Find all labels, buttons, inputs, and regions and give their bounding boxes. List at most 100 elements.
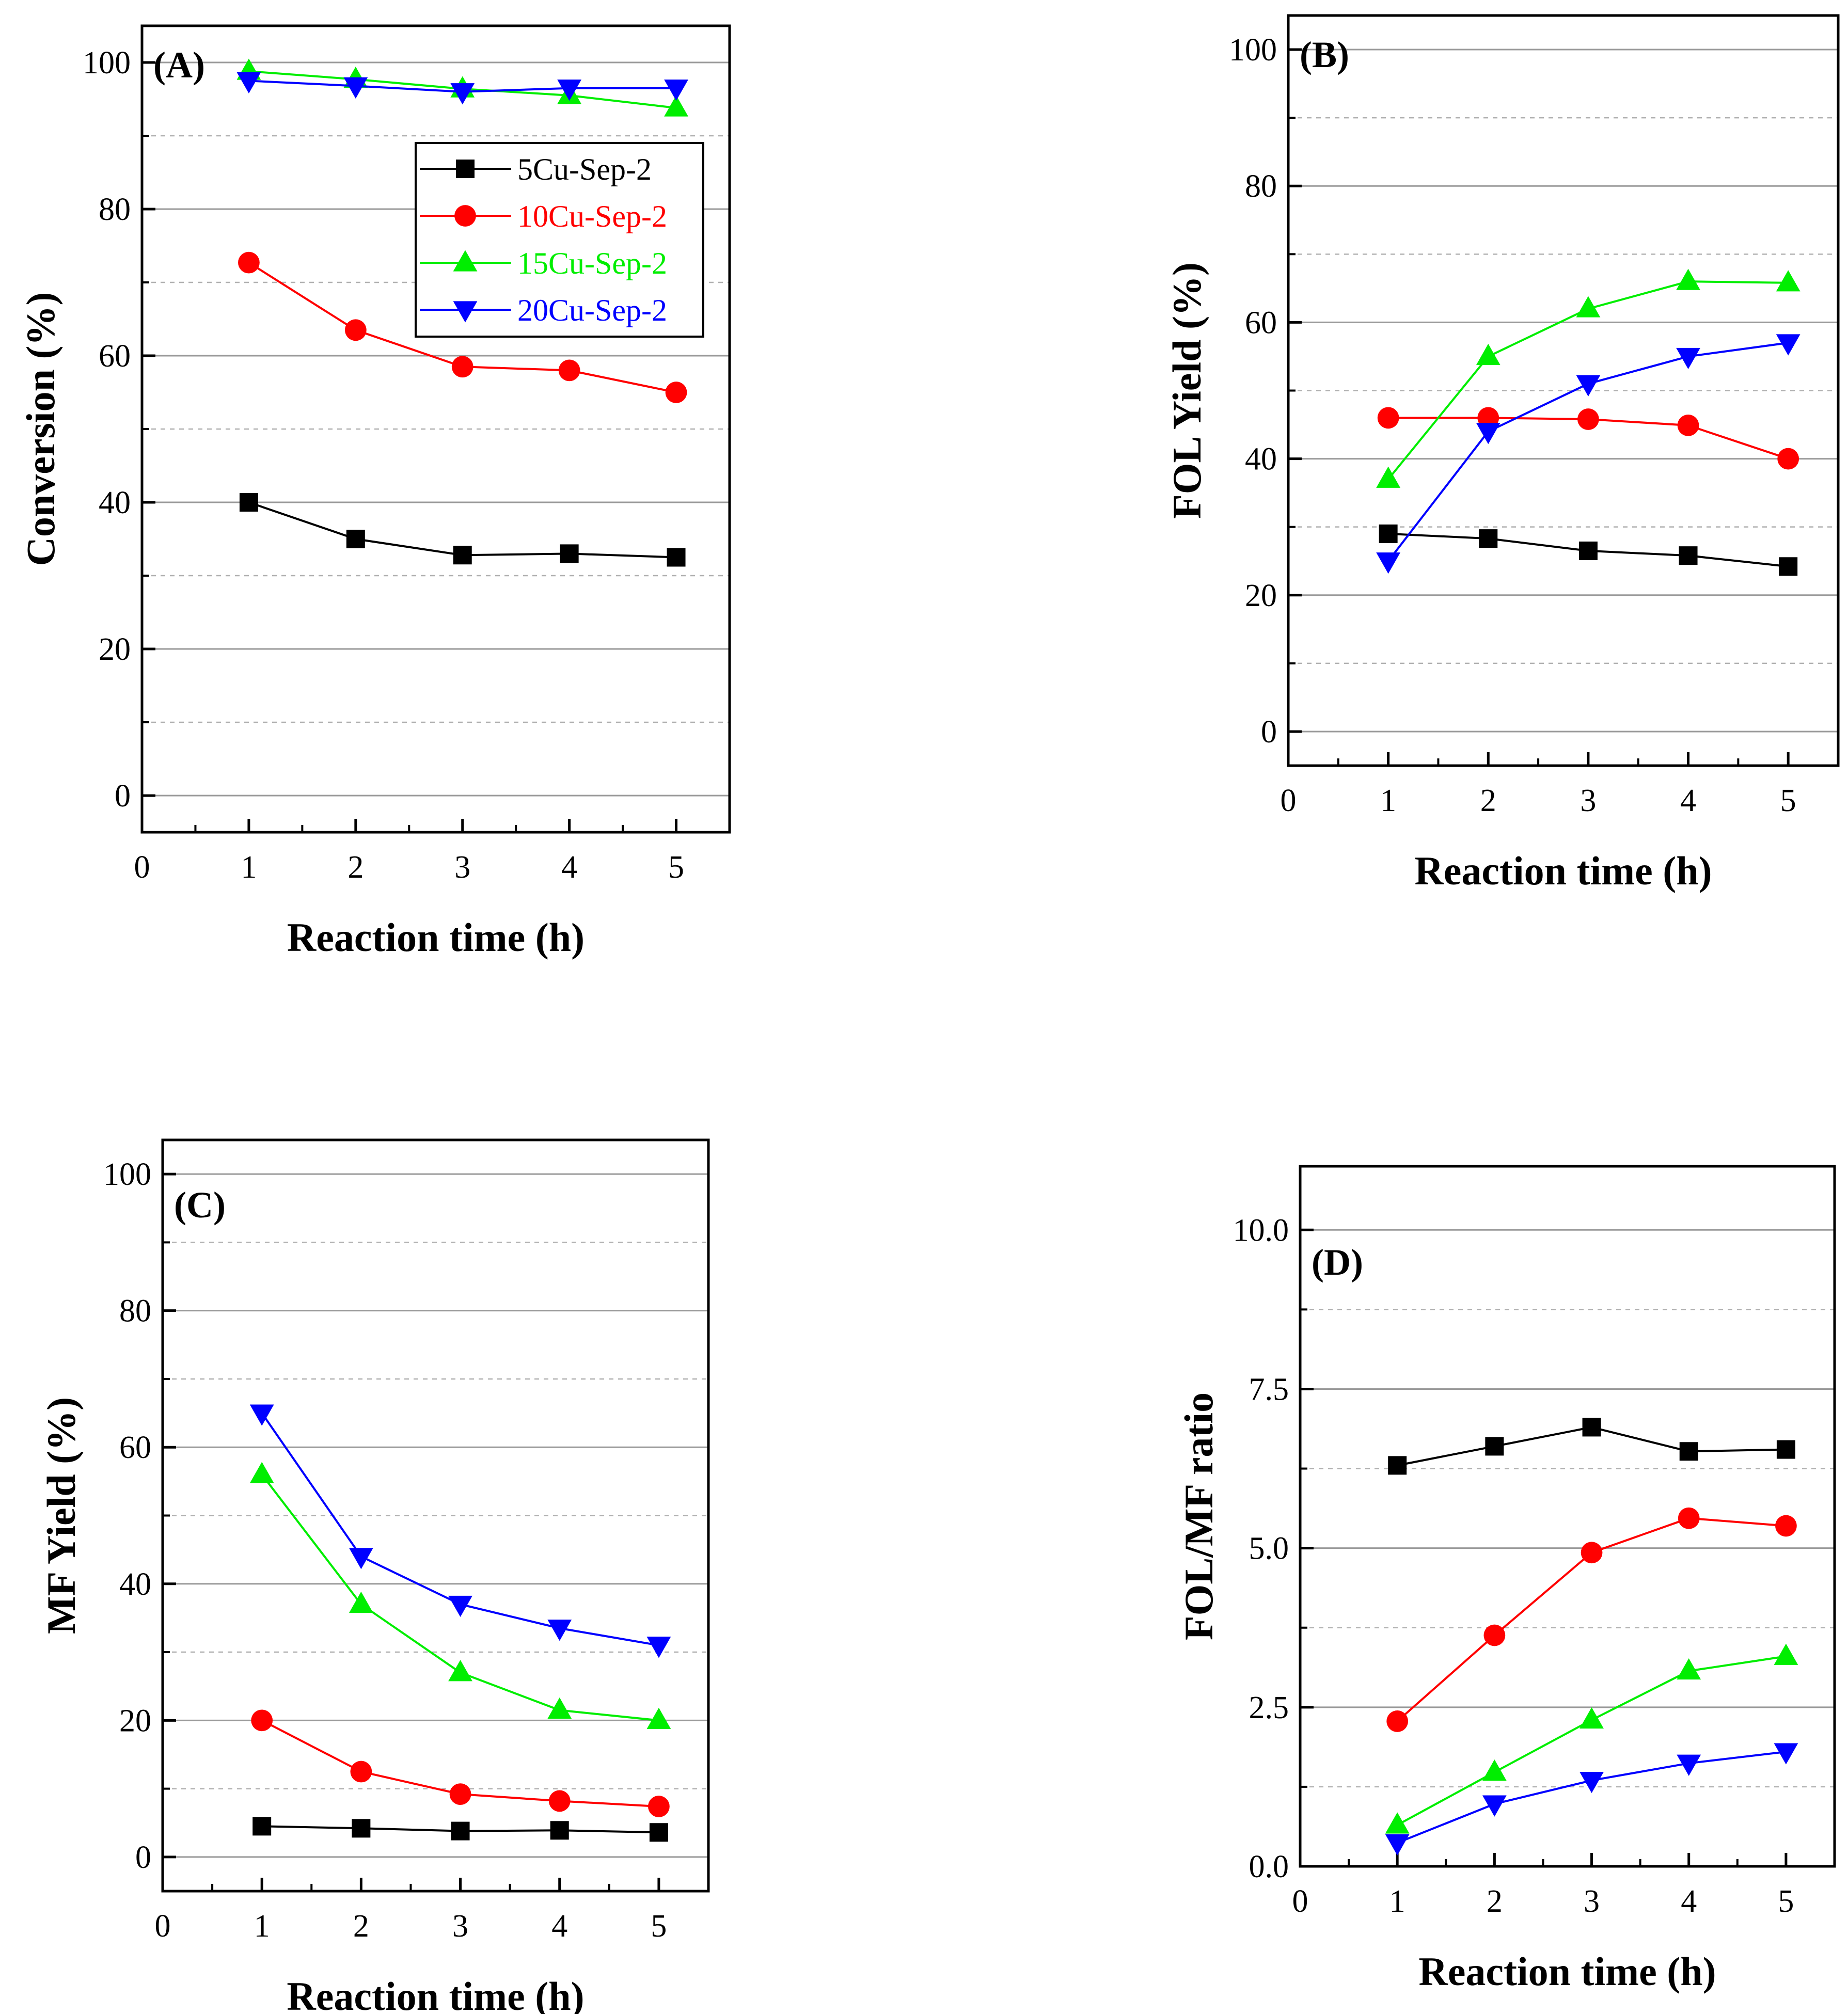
x-tick-label: 0 bbox=[1292, 1884, 1308, 1919]
legend-marker bbox=[456, 160, 475, 178]
data-point bbox=[1476, 343, 1500, 366]
x-tick-label: 1 bbox=[254, 1909, 270, 1944]
y-tick-label: 0.0 bbox=[1249, 1849, 1289, 1884]
x-axis-title: Reaction time (h) bbox=[1414, 848, 1712, 893]
data-point bbox=[547, 1620, 572, 1641]
y-tick-label: 40 bbox=[119, 1567, 151, 1602]
data-point bbox=[1485, 1437, 1504, 1456]
panel-a: 0 20 40 60 80 100 0 1 2 3 4 5 Reaction time (h) Conve… bbox=[18, 24, 731, 960]
data-point bbox=[1580, 1771, 1604, 1794]
data-point bbox=[1379, 524, 1398, 543]
data-point bbox=[664, 95, 688, 117]
data-point bbox=[649, 1823, 668, 1842]
y-tick-label: 100 bbox=[103, 1157, 151, 1192]
data-point bbox=[251, 1709, 273, 1732]
data-point bbox=[1776, 334, 1800, 356]
data-point bbox=[646, 1707, 671, 1729]
data-point bbox=[344, 319, 367, 341]
panel-c: 0 20 40 60 80 100 0 1 2 3 4 5 Reaction time (h) MF Yi… bbox=[39, 1138, 710, 2014]
data-point bbox=[249, 1404, 274, 1426]
data-point bbox=[349, 1591, 373, 1613]
y-tick-label: 100 bbox=[83, 45, 131, 81]
y-tick-label: 60 bbox=[119, 1430, 151, 1465]
data-point bbox=[450, 83, 475, 105]
plot-frame bbox=[1299, 1165, 1836, 1868]
x-tick-label: 5 bbox=[1780, 783, 1796, 818]
data-point bbox=[1679, 546, 1698, 565]
y-axis-title: Conversion (%) bbox=[18, 292, 63, 566]
data-point bbox=[1479, 529, 1498, 548]
data-point bbox=[349, 1548, 373, 1569]
series-line bbox=[1397, 1655, 1787, 1826]
panel-label: (B) bbox=[1300, 34, 1349, 75]
panel-d: 0.0 2.5 5.0 7.5 10.0 0 1 2 3 4 5 Reaction time (h) F… bbox=[1176, 1165, 1836, 1994]
x-axis-title: Reaction time (h) bbox=[1418, 1949, 1716, 1994]
data-point bbox=[664, 80, 688, 101]
x-tick-label: 4 bbox=[561, 850, 577, 885]
data-point bbox=[236, 72, 261, 94]
data-point bbox=[249, 1462, 274, 1483]
x-tick-label: 5 bbox=[1778, 1884, 1794, 1919]
y-tick-label: 0 bbox=[135, 1840, 151, 1875]
data-point bbox=[557, 80, 582, 101]
y-tick-label: 0 bbox=[1261, 715, 1277, 750]
y-tick-label: 60 bbox=[1245, 305, 1277, 340]
legend-entry: 5Cu-Sep-2 bbox=[517, 152, 652, 186]
data-point bbox=[1476, 423, 1500, 445]
x-tick-label: 2 bbox=[353, 1909, 369, 1944]
data-point bbox=[1776, 270, 1800, 292]
data-point bbox=[1678, 1507, 1700, 1529]
data-point bbox=[1385, 1812, 1410, 1834]
y-tick-label: 80 bbox=[1245, 169, 1277, 204]
data-point bbox=[350, 1761, 372, 1783]
data-point bbox=[449, 1783, 471, 1805]
data-point bbox=[558, 359, 580, 382]
legend-marker bbox=[453, 250, 478, 272]
y-tick-label: 80 bbox=[119, 1294, 151, 1329]
y-tick-label: 20 bbox=[119, 1703, 151, 1738]
data-point bbox=[646, 1637, 671, 1658]
y-tick-label: 10.0 bbox=[1233, 1213, 1289, 1248]
data-point bbox=[1483, 1624, 1506, 1646]
x-tick-label: 3 bbox=[1580, 783, 1596, 818]
data-point bbox=[238, 251, 260, 274]
x-tick-label: 5 bbox=[651, 1909, 667, 1944]
x-tick-label: 2 bbox=[1480, 783, 1496, 818]
panel-label: (C) bbox=[174, 1184, 226, 1226]
x-tick-label: 2 bbox=[348, 850, 364, 885]
data-point bbox=[1677, 1754, 1701, 1776]
data-point bbox=[1577, 408, 1599, 430]
data-point bbox=[648, 1796, 670, 1817]
data-point bbox=[1581, 1542, 1603, 1564]
x-tick-label: 2 bbox=[1487, 1884, 1503, 1919]
data-point bbox=[1377, 407, 1399, 429]
x-tick-label: 0 bbox=[1281, 783, 1297, 818]
data-point bbox=[1779, 557, 1798, 576]
panel-label: (D) bbox=[1312, 1242, 1363, 1283]
data-point bbox=[550, 1821, 569, 1840]
data-point bbox=[1676, 268, 1700, 290]
data-point bbox=[448, 1595, 472, 1617]
x-tick-label: 3 bbox=[1584, 1884, 1600, 1919]
data-point bbox=[1576, 375, 1601, 397]
x-tick-label: 4 bbox=[551, 1909, 567, 1944]
data-point bbox=[665, 382, 687, 403]
data-point bbox=[1776, 1440, 1795, 1459]
data-point bbox=[1376, 552, 1401, 574]
data-point bbox=[343, 77, 368, 99]
y-tick-label: 100 bbox=[1229, 33, 1277, 68]
legend-entry: 10Cu-Sep-2 bbox=[517, 199, 667, 233]
y-axis-title: FOL Yield (%) bbox=[1164, 262, 1209, 519]
x-axis-title: Reaction time (h) bbox=[287, 1974, 584, 2014]
data-point bbox=[1774, 1743, 1798, 1765]
y-tick-label: 20 bbox=[99, 632, 131, 667]
data-point bbox=[448, 1660, 472, 1682]
x-tick-label: 5 bbox=[668, 850, 684, 885]
data-point bbox=[560, 544, 579, 563]
data-point bbox=[1576, 296, 1601, 318]
data-point bbox=[1578, 541, 1598, 560]
data-point bbox=[346, 530, 365, 548]
panel-b: 0 20 40 60 80 100 0 1 2 3 4 5 Reaction time (h) FOL Y… bbox=[1164, 14, 1840, 893]
data-point bbox=[1774, 1643, 1798, 1665]
